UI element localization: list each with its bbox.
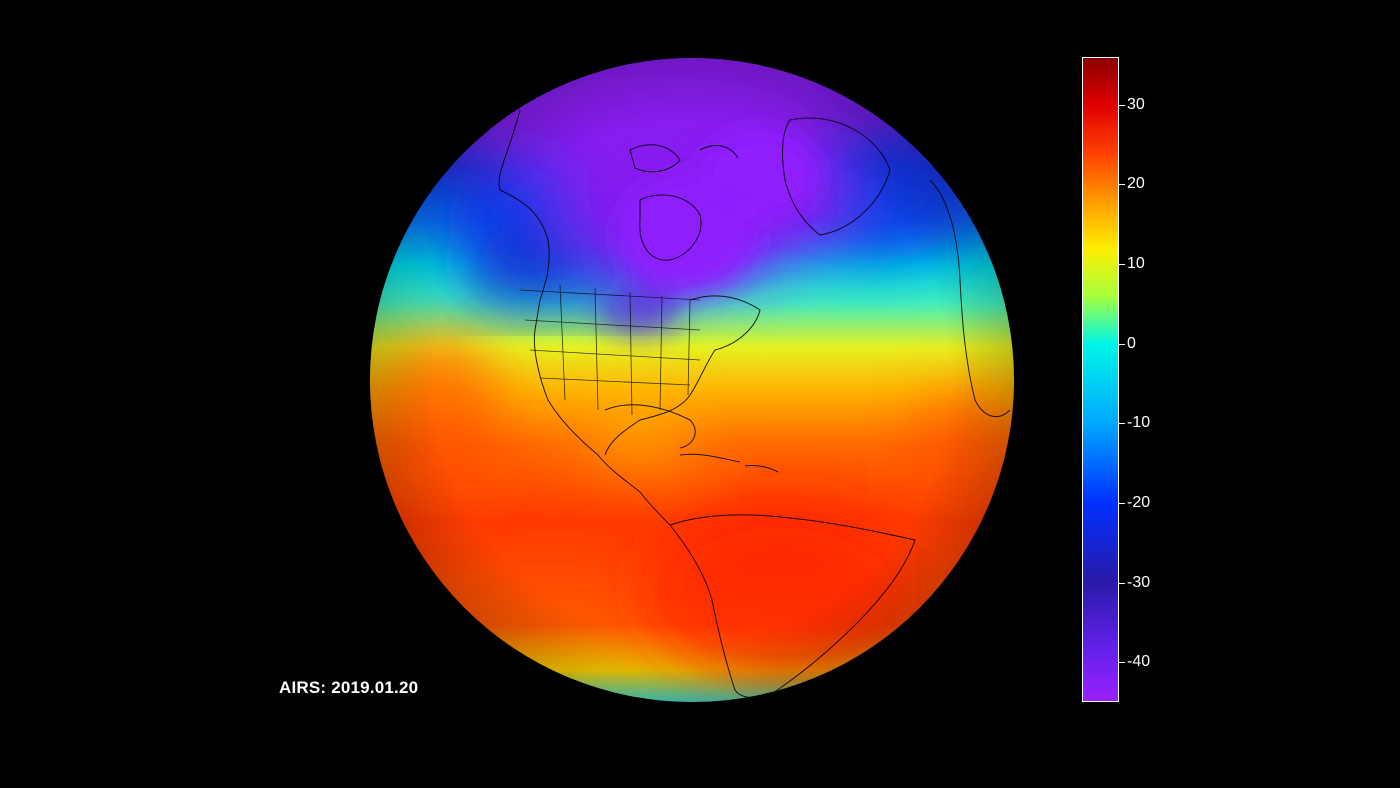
date-caption: AIRS: 2019.01.20: [279, 678, 419, 697]
state-borders: [519, 284, 701, 416]
colorbar-tick: [1119, 104, 1125, 106]
colorbar: [1082, 57, 1119, 702]
colorbar-tick: [1119, 184, 1125, 186]
colorbar-tick-label: -10: [1127, 414, 1151, 432]
colorbar-tick: [1119, 582, 1125, 584]
colorbar-tick-label: 10: [1127, 255, 1145, 273]
colorbar-tick-label: -40: [1127, 653, 1151, 671]
colorbar-tick-label: 0: [1127, 334, 1136, 352]
colorbar-tick: [1119, 343, 1125, 345]
coastline-lines: [498, 109, 1011, 699]
colorbar-tick-label: 30: [1127, 95, 1145, 113]
colorbar-tick: [1119, 502, 1125, 504]
colorbar-tick: [1119, 264, 1125, 266]
colorbar-tick-label: -20: [1127, 493, 1151, 511]
colorbar-tick-label: 20: [1127, 175, 1145, 193]
colorbar-tick: [1119, 662, 1125, 664]
colorbar-tick-label: -30: [1127, 573, 1151, 591]
colorbar-tick: [1119, 423, 1125, 425]
